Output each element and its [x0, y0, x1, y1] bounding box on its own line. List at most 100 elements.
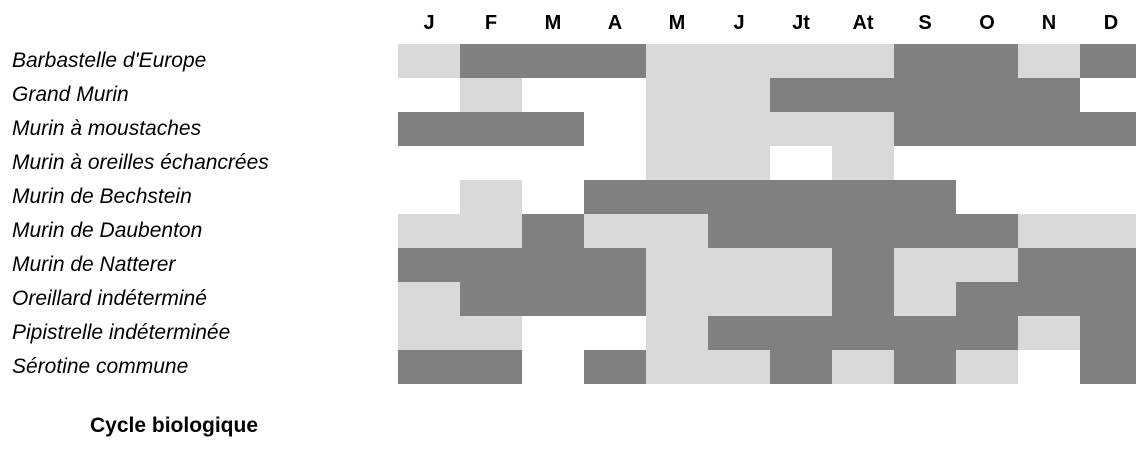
- heatmap-cell: [956, 214, 1018, 248]
- heatmap-cell: [894, 112, 956, 146]
- heatmap-cell: [708, 146, 770, 180]
- heatmap-cell: [770, 248, 832, 282]
- heatmap-cell: [1018, 180, 1080, 214]
- heatmap-cell: [708, 214, 770, 248]
- heatmap-cell: [770, 180, 832, 214]
- heatmap-cell: [956, 248, 1018, 282]
- heatmap-cell: [522, 316, 584, 350]
- heatmap-cell: [460, 78, 522, 112]
- heatmap-cell: [1080, 316, 1136, 350]
- heatmap-cell: [1080, 282, 1136, 316]
- heatmap-cell: [1080, 112, 1136, 146]
- heatmap-cell: [398, 350, 460, 384]
- heatmap-cell: [894, 248, 956, 282]
- heatmap-cell: [1080, 146, 1136, 180]
- heatmap-cell: [894, 282, 956, 316]
- heatmap-cell: [584, 282, 646, 316]
- heatmap-cell: [398, 78, 460, 112]
- heatmap-cell: [646, 214, 708, 248]
- species-label: Murin à oreilles échancrées: [12, 151, 269, 174]
- heatmap-cell: [522, 282, 584, 316]
- heatmap-cell: [708, 248, 770, 282]
- heatmap-cell: [770, 316, 832, 350]
- heatmap-cell: [1018, 248, 1080, 282]
- heatmap-cell: [708, 44, 770, 78]
- species-label: Murin à moustaches: [12, 117, 202, 140]
- heatmap-cell: [770, 146, 832, 180]
- month-label: J: [423, 12, 435, 34]
- heatmap-cell: [584, 316, 646, 350]
- heatmap-cell: [646, 282, 708, 316]
- heatmap-cell: [894, 316, 956, 350]
- heatmap-cell: [770, 78, 832, 112]
- heatmap-cell: [1018, 214, 1080, 248]
- species-label: Pipistrelle indéterminée: [12, 321, 231, 344]
- heatmap-cell: [584, 112, 646, 146]
- heatmap-cell: [460, 44, 522, 78]
- heatmap-cell: [1018, 112, 1080, 146]
- heatmap-cell: [832, 350, 894, 384]
- heatmap-cell: [522, 78, 584, 112]
- heatmap-cell: [956, 316, 1018, 350]
- heatmap-cell: [522, 44, 584, 78]
- heatmap-cell: [832, 282, 894, 316]
- heatmap-cell: [770, 282, 832, 316]
- heatmap-cell: [832, 44, 894, 78]
- heatmap-cell: [770, 350, 832, 384]
- heatmap-cell: [956, 44, 1018, 78]
- heatmap-cell: [398, 180, 460, 214]
- heatmap-cell: [522, 214, 584, 248]
- month-label: D: [1103, 12, 1119, 34]
- heatmap-cell: [460, 316, 522, 350]
- heatmap-cell: [1080, 350, 1136, 384]
- month-label: S: [918, 12, 932, 34]
- heatmap-cell: [398, 282, 460, 316]
- species-label: Sérotine commune: [12, 355, 189, 378]
- month-label: N: [1041, 12, 1057, 34]
- heatmap-cell: [894, 214, 956, 248]
- heatmap-cell: [708, 350, 770, 384]
- heatmap-cell: [646, 350, 708, 384]
- heatmap-cell: [646, 44, 708, 78]
- heatmap-cell: [1080, 180, 1136, 214]
- month-label: At: [852, 12, 874, 34]
- heatmap-cell: [708, 282, 770, 316]
- heatmap-cell: [1018, 44, 1080, 78]
- heatmap-cell: [832, 316, 894, 350]
- species-label: Grand Murin: [12, 83, 129, 106]
- heatmap-cell: [1018, 146, 1080, 180]
- heatmap-cell: [398, 146, 460, 180]
- heatmap-cell: [956, 282, 1018, 316]
- heatmap-cell: [894, 146, 956, 180]
- heatmap-cell: [460, 214, 522, 248]
- heatmap-cell: [708, 316, 770, 350]
- heatmap-cell: [646, 180, 708, 214]
- month-label: Jt: [792, 12, 810, 34]
- heatmap-cell: [460, 248, 522, 282]
- heatmap-cell: [894, 350, 956, 384]
- heatmap-cell: [1018, 282, 1080, 316]
- month-label: O: [979, 12, 995, 34]
- month-label: A: [607, 12, 623, 34]
- heatmap-cell: [956, 146, 1018, 180]
- heatmap-cell: [398, 214, 460, 248]
- heatmap-cell: [770, 214, 832, 248]
- heatmap-cell: [584, 248, 646, 282]
- heatmap-cell: [646, 112, 708, 146]
- heatmap-cell: [1080, 214, 1136, 248]
- heatmap-cell: [770, 44, 832, 78]
- heatmap-cell: [584, 146, 646, 180]
- heatmap-cell: [708, 112, 770, 146]
- month-label: M: [544, 12, 562, 34]
- heatmap-cell: [894, 180, 956, 214]
- heatmap-cell: [584, 78, 646, 112]
- heatmap-cell: [708, 78, 770, 112]
- heatmap-cell: [894, 78, 956, 112]
- month-label: M: [668, 12, 686, 34]
- species-label: Oreillard indéterminé: [12, 287, 207, 310]
- heatmap-cell: [832, 78, 894, 112]
- heatmap-cell: [522, 248, 584, 282]
- heatmap-cell: [832, 146, 894, 180]
- heatmap-cell: [460, 282, 522, 316]
- heatmap-cell: [956, 112, 1018, 146]
